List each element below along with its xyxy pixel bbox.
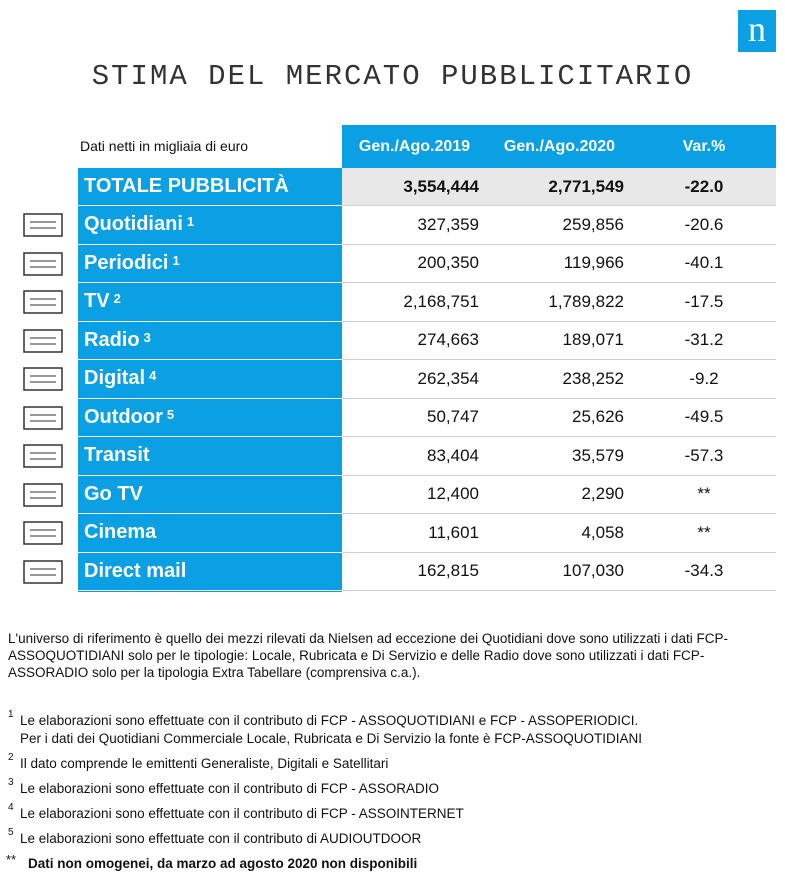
row-label: Digital 4 <box>78 360 342 399</box>
row-cell: -40.1 <box>632 245 776 283</box>
total-cell: -22.0 <box>632 168 776 206</box>
row-cell: 1,789,822 <box>487 283 632 322</box>
row-cell: 274,663 <box>342 322 487 360</box>
footnote-text: Dati non omogenei, da marzo ad agosto 20… <box>28 856 418 871</box>
footnote-marker: 4 <box>8 802 14 813</box>
row-cell: 262,354 <box>342 360 487 399</box>
row-cell: 35,579 <box>487 437 632 476</box>
row-label-text: TV <box>84 290 110 313</box>
row-label: Cinema <box>78 514 342 553</box>
row-cell: ** <box>632 514 776 553</box>
row-cell: 327,359 <box>342 206 487 245</box>
row-cell: 4,058 <box>487 514 632 553</box>
row-note: 1 <box>186 214 195 230</box>
row-cell: -49.5 <box>632 399 776 437</box>
total-label: TOTALE PUBBLICITÀ <box>78 168 342 206</box>
column-header: Var.% <box>682 137 726 155</box>
row-icon <box>23 251 63 276</box>
row-cell: 189,071 <box>487 322 632 360</box>
row-cell: 238,252 <box>487 360 632 399</box>
row-cell: 83,404 <box>342 437 487 476</box>
row-label: TV 2 <box>78 283 342 322</box>
footnote-text: Il dato comprende le emittenti Generalis… <box>20 756 389 771</box>
row-label: Quotidiani 1 <box>78 206 342 245</box>
column-header: Gen./Ago.2020 <box>503 137 616 155</box>
row-icon <box>23 328 63 353</box>
row-icon <box>23 367 63 391</box>
row-label-text: Radio <box>84 328 140 351</box>
row-label: Periodici 1 <box>78 245 342 283</box>
row-cell: 11,601 <box>342 514 487 553</box>
row-icon <box>23 521 63 545</box>
footnote-marker: 5 <box>8 827 14 838</box>
row-label-text: Periodici <box>84 251 169 274</box>
row-cell: -9.2 <box>632 360 776 399</box>
footnote-text: Le elaborazioni sono effettuate con il c… <box>20 806 464 821</box>
footnote-text: Per i dati dei Quotidiani Commerciale Lo… <box>20 731 642 746</box>
row-note: 5 <box>166 406 175 422</box>
row-cell: 2,168,751 <box>342 283 487 322</box>
row-label: Go TV <box>78 476 342 514</box>
row-cell: -57.3 <box>632 437 776 476</box>
row-cell: -31.2 <box>632 322 776 360</box>
row-label-text: Quotidiani <box>84 213 183 236</box>
row-icon <box>23 405 63 430</box>
total-cell: 2,771,549 <box>487 168 632 206</box>
row-icon <box>23 290 63 314</box>
footnote-marker: 3 <box>8 777 14 788</box>
row-label-text: Cinema <box>84 521 157 544</box>
row-label-text: Digital <box>84 367 146 390</box>
row-icon <box>23 213 63 237</box>
row-label-text: Transit <box>84 444 150 467</box>
footnote-text: Le elaborazioni sono effettuate con il c… <box>20 713 639 728</box>
footnote-text: Le elaborazioni sono effettuate con il c… <box>20 831 422 846</box>
footnote-marker: ** <box>6 852 17 867</box>
row-cell: ** <box>632 476 776 514</box>
row-cell: -20.6 <box>632 206 776 245</box>
row-icon <box>23 559 63 584</box>
row-label: Direct mail <box>78 553 342 591</box>
row-note: 1 <box>172 252 180 268</box>
row-label: Transit <box>78 437 342 476</box>
unit-note: Dati netti in migliaia di euro <box>80 138 249 154</box>
label-band <box>78 168 342 592</box>
row-cell: 119,966 <box>487 245 632 283</box>
row-note: 3 <box>143 329 151 345</box>
row-label: Outdoor 5 <box>78 399 342 437</box>
row-cell: 12,400 <box>342 476 487 514</box>
footnote-marker: 2 <box>8 752 14 763</box>
row-cell: -17.5 <box>632 283 776 322</box>
row-label: Radio 3 <box>78 322 342 360</box>
row-note: 2 <box>113 291 121 307</box>
row-cell: 50,747 <box>342 399 487 437</box>
row-label-text: Direct mail <box>84 559 187 582</box>
total-cell: 3,554,444 <box>342 168 487 206</box>
column-header: Gen./Ago.2019 <box>358 137 471 155</box>
row-cell: 2,290 <box>487 476 632 514</box>
row-icon <box>23 444 63 468</box>
row-label-text: Outdoor <box>84 405 163 428</box>
row-cell: 200,350 <box>342 245 487 283</box>
footnote-marker: 1 <box>8 709 14 720</box>
row-cell: 259,856 <box>487 206 632 245</box>
row-note: 4 <box>149 368 157 384</box>
header-band <box>342 125 776 168</box>
row-cell: 107,030 <box>487 553 632 591</box>
footnote-text: Le elaborazioni sono effettuate con il c… <box>20 781 439 796</box>
row-icon <box>23 482 63 507</box>
row-cell: 25,626 <box>487 399 632 437</box>
row-label-text: Go TV <box>84 482 143 505</box>
title: STIMA DEL MERCATO PUBBLICITARIO <box>91 60 694 93</box>
intro: L'universo di riferimento è quello dei m… <box>8 631 728 680</box>
row-cell: 162,815 <box>342 553 487 591</box>
row-cell: -34.3 <box>632 553 776 591</box>
logo: n <box>738 10 776 52</box>
